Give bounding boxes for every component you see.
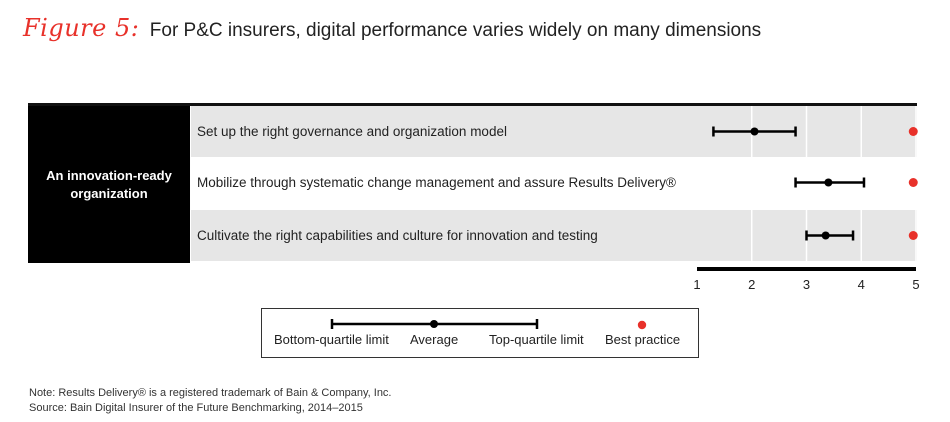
average-dot — [821, 231, 830, 240]
x-tick-label: 5 — [912, 277, 919, 292]
x-tick-label: 2 — [748, 277, 755, 292]
group-label: An innovation-ready organization — [46, 167, 172, 201]
legend-average-dot — [430, 320, 438, 328]
best-practice-dot — [908, 231, 918, 240]
figure-label: Figure 5: — [23, 14, 140, 42]
best-practice-dot — [908, 127, 918, 136]
legend-average-label: Average — [410, 332, 459, 347]
x-tick-label: 3 — [803, 277, 810, 292]
table-top-rule — [28, 103, 917, 106]
figure-title: For P&C insurers, digital performance va… — [149, 20, 762, 41]
legend-top-label: Top-quartile limit — [489, 332, 584, 347]
legend-best-label: Best practice — [605, 332, 681, 347]
chart-row: Mobilize through systematic change manag… — [191, 157, 917, 208]
group-box: An innovation-ready organization — [28, 106, 190, 263]
source-text: Source: Bain Digital Insurer of the Futu… — [29, 402, 363, 414]
row-label: Mobilize through systematic change manag… — [197, 175, 676, 190]
chart-row: Cultivate the right capabilities and cul… — [191, 210, 917, 261]
best-practice-dot — [908, 178, 918, 187]
range-chart: 1 2 3 4 5 — [693, 126, 920, 292]
average-dot — [750, 127, 759, 136]
legend-symbols — [330, 319, 647, 330]
x-tick-label: 4 — [858, 277, 865, 292]
figure-title-row: Figure 5: For P&C insurers, digital perf… — [23, 14, 761, 54]
legend: Bottom-quartile limit Average Top-quarti… — [261, 308, 699, 358]
row-label: Cultivate the right capabilities and cul… — [197, 228, 598, 243]
note-text: Note: Results Delivery® is a registered … — [29, 387, 392, 399]
legend-best-dot — [637, 320, 647, 330]
average-dot — [824, 178, 833, 187]
row-label: Set up the right governance and organiza… — [197, 124, 507, 139]
x-tick-label: 1 — [693, 277, 700, 292]
x-axis-bar — [697, 267, 916, 271]
legend-bottom-label: Bottom-quartile limit — [274, 332, 389, 347]
